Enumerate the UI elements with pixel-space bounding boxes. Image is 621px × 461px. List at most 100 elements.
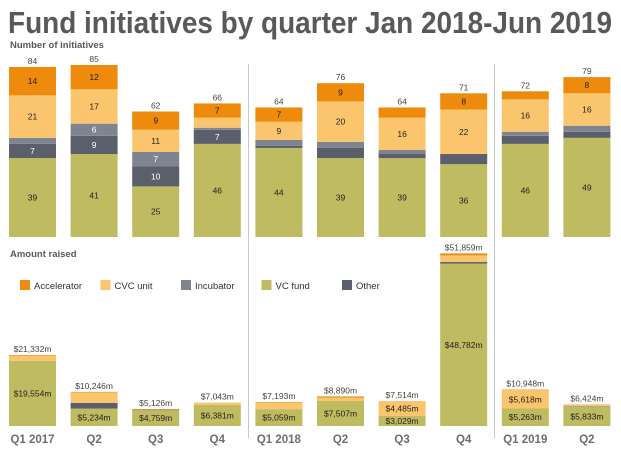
segment-label-vc-fund: 46	[521, 185, 531, 195]
bar-segment-cvc-unit	[440, 109, 488, 155]
bar-segment-accelerator	[317, 396, 364, 398]
bar-segment-other	[440, 154, 488, 165]
bar-segment-incubator	[132, 152, 180, 167]
bar-segment-accelerator	[70, 64, 118, 90]
bar-segment-vc-fund	[255, 409, 303, 426]
bar-segment-vc-fund	[9, 360, 56, 426]
bar-segment-other	[378, 154, 426, 159]
bar-segment-accelerator	[9, 67, 56, 96]
bar-segment-incubator	[317, 141, 364, 148]
segment-label-cvc-unit: 21	[28, 112, 38, 122]
bar-segment-accelerator	[563, 77, 611, 94]
bar-segment-cvc-unit	[378, 117, 426, 150]
bar-segment-cvc-unit	[9, 355, 56, 361]
segment-label-vc-fund: $3,029m	[386, 416, 419, 426]
quarter-label: Q1 2018	[257, 434, 302, 446]
bar-segment-cvc-unit	[132, 129, 180, 152]
bar-segment-other	[255, 145, 303, 148]
bar-segment-vc-fund	[70, 154, 118, 237]
total-label: $10,246m	[75, 381, 113, 391]
bar-segment-other	[563, 131, 611, 138]
bar-segment-incubator	[255, 139, 303, 146]
segment-label-cvc-unit: 17	[89, 101, 99, 111]
bar-segment-incubator	[193, 127, 241, 130]
bar-segment-vc-fund	[132, 410, 180, 426]
total-label: 85	[89, 54, 99, 64]
segment-label-cvc-unit: 16	[521, 111, 531, 121]
segment-label-vc-fund: $7,507m	[324, 409, 357, 419]
total-label: 62	[151, 101, 161, 111]
segment-label-vc-fund: $4,759m	[139, 413, 172, 423]
total-label: 76	[336, 72, 346, 82]
segment-label-accelerator: 7	[215, 106, 220, 116]
quarter-label: Q4	[210, 434, 226, 446]
legend-label-vc-fund: VC fund	[276, 281, 310, 292]
bar-segment-cvc-unit	[255, 402, 303, 410]
segment-label-vc-fund: 39	[336, 193, 346, 203]
bar-segment-cvc-unit	[501, 390, 549, 409]
segment-label-vc-fund: 41	[89, 191, 99, 201]
bar-segment-vc-fund	[563, 137, 611, 237]
bar-segment-vc-fund	[255, 147, 303, 237]
legend-label-accelerator: Accelerator	[34, 281, 82, 292]
amount-chart-title: Amount raised	[10, 249, 77, 260]
bar-segment-vc-fund	[70, 408, 118, 426]
segment-label-accelerator: 12	[89, 72, 99, 82]
legend-swatch-cvc-unit	[100, 280, 111, 290]
bar-segment-accelerator	[440, 253, 488, 256]
bar-segment-cvc-unit	[193, 402, 241, 405]
segment-label-vc-fund: $5,234m	[78, 412, 111, 422]
segment-label-vc-fund: $6,381m	[201, 410, 234, 420]
segment-label-vc-fund: 39	[28, 193, 38, 203]
segment-label-cvc-unit: 11	[151, 136, 160, 146]
bar-segment-cvc-unit	[9, 95, 56, 138]
bar-segment-other	[9, 143, 56, 159]
bar-segment-vc-fund	[9, 158, 56, 237]
segment-label-vc-fund: $5,833m	[570, 411, 603, 421]
legend-swatch-incubator	[181, 280, 191, 290]
bar-segment-vc-fund	[378, 158, 426, 237]
quarter-labels: Q1 2017 Q2 Q3 Q4 Q1 2018 Q2 Q3 Q4 Q1 2019 Q2	[10, 434, 594, 446]
total-label: 66	[213, 92, 223, 102]
bar-segment-vc-fund	[132, 186, 180, 237]
segment-label-vc-fund: 39	[397, 193, 407, 203]
bar-segment-incubator	[501, 131, 549, 136]
bar-segment-cvc-unit	[563, 405, 611, 407]
quarter-label: Q2	[333, 434, 348, 446]
quarter-label: Q2	[579, 434, 594, 446]
segment-label-vc-fund: $19,554m	[14, 388, 52, 398]
legend: Accelerator CVC unit Incubator VC fund Other	[20, 280, 380, 292]
segment-label-vc-fund: $5,263m	[509, 412, 542, 422]
bar-segment-cvc-unit	[501, 99, 549, 132]
total-label: 84	[28, 56, 38, 66]
segment-label-cvc-unit: $4,485m	[386, 403, 419, 413]
segment-label-accelerator: 9	[153, 116, 158, 126]
legend-swatch-vc-fund	[261, 280, 272, 290]
total-label: 71	[459, 82, 469, 92]
legend-swatch-other	[342, 280, 352, 290]
segment-label-accelerator: 8	[461, 96, 466, 106]
segment-label-vc-fund: $5,059m	[262, 413, 295, 423]
legend-label-other: Other	[356, 281, 380, 292]
count-chart-title: Number of initiatives	[10, 40, 104, 51]
segment-label-vc-fund: 49	[582, 182, 592, 192]
total-label: $7,514m	[386, 390, 419, 400]
quarter-label: Q3	[148, 434, 163, 446]
segment-label-vc-fund: 46	[213, 185, 223, 195]
total-label: $10,948m	[506, 379, 544, 389]
segment-label-cvc-unit: 20	[336, 117, 346, 127]
bar-segment-accelerator	[193, 103, 241, 118]
segment-label-cvc-unit: 16	[582, 105, 592, 115]
bar-segment-vc-fund	[193, 404, 241, 426]
segment-label-accelerator: 9	[338, 87, 343, 97]
bar-segment-cvc-unit	[317, 101, 364, 142]
legend-swatch-accelerator	[20, 280, 30, 290]
total-label: 64	[274, 96, 284, 106]
bar-segment-cvc-unit	[70, 392, 118, 403]
bar-segment-vc-fund	[193, 143, 241, 237]
segment-label-vc-fund: $48,782m	[445, 340, 483, 350]
total-label: 72	[521, 80, 531, 90]
bar-segment-cvc-unit	[378, 400, 426, 416]
bar-segment-accelerator	[378, 107, 426, 118]
bar-segment-vc-fund	[440, 263, 488, 426]
